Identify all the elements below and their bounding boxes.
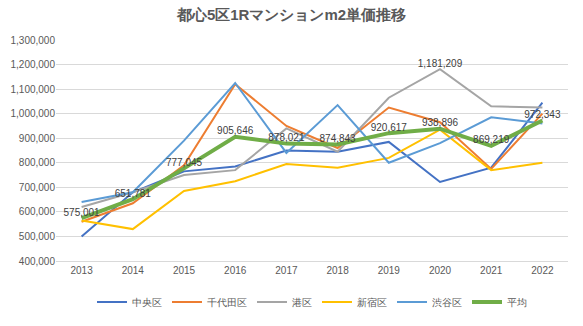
svg-text:869,219: 869,219 <box>473 134 510 145</box>
svg-text:1,100,000: 1,100,000 <box>11 84 56 95</box>
svg-text:2021: 2021 <box>480 265 503 276</box>
svg-text:500,000: 500,000 <box>19 231 56 242</box>
svg-text:1,181,209: 1,181,209 <box>418 58 463 69</box>
svg-text:2017: 2017 <box>275 265 298 276</box>
svg-text:千代田区: 千代田区 <box>207 297 247 308</box>
svg-text:575,001: 575,001 <box>64 207 101 218</box>
svg-text:700,000: 700,000 <box>19 182 56 193</box>
svg-text:2020: 2020 <box>429 265 452 276</box>
svg-text:651,781: 651,781 <box>115 188 152 199</box>
svg-text:600,000: 600,000 <box>19 206 56 217</box>
svg-text:渋谷区: 渋谷区 <box>432 297 462 308</box>
svg-text:878,021: 878,021 <box>268 132 305 143</box>
svg-text:都心5区1Rマンションm2単価推移: 都心5区1Rマンションm2単価推移 <box>176 6 406 23</box>
svg-text:1,000,000: 1,000,000 <box>11 108 56 119</box>
svg-text:2015: 2015 <box>173 265 196 276</box>
svg-text:2022: 2022 <box>531 265 554 276</box>
svg-text:2018: 2018 <box>326 265 349 276</box>
svg-text:905,646: 905,646 <box>217 125 254 136</box>
svg-text:2014: 2014 <box>122 265 145 276</box>
svg-text:874,843: 874,843 <box>320 133 357 144</box>
svg-text:新宿区: 新宿区 <box>357 297 387 308</box>
svg-text:平均: 平均 <box>507 297 527 308</box>
svg-text:920,617: 920,617 <box>371 122 408 133</box>
svg-text:2013: 2013 <box>70 265 93 276</box>
svg-text:972,343: 972,343 <box>524 109 561 120</box>
svg-text:1,200,000: 1,200,000 <box>11 59 56 70</box>
svg-text:938,896: 938,896 <box>422 117 459 128</box>
svg-text:中央区: 中央区 <box>132 297 162 308</box>
svg-text:800,000: 800,000 <box>19 157 56 168</box>
svg-text:1,300,000: 1,300,000 <box>11 35 56 46</box>
svg-text:2016: 2016 <box>224 265 247 276</box>
svg-text:港区: 港区 <box>292 297 312 308</box>
svg-text:400,000: 400,000 <box>19 256 56 267</box>
svg-text:900,000: 900,000 <box>19 133 56 144</box>
svg-text:777,045: 777,045 <box>166 157 203 168</box>
svg-text:2019: 2019 <box>378 265 401 276</box>
